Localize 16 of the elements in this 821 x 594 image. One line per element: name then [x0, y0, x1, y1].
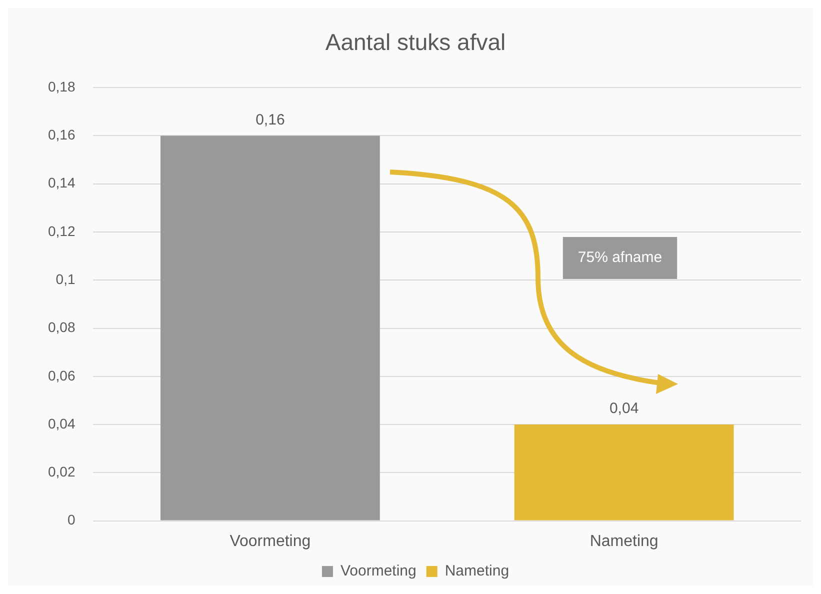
data-label: 0,04 [609, 400, 639, 418]
y-tick-label: 0,12 [48, 222, 76, 239]
annotation: 75% afname [578, 249, 662, 266]
y-tick-label: 0,04 [48, 415, 76, 432]
chart-title: Aantal stuks afval [325, 29, 506, 56]
y-tick-label: 0,14 [48, 174, 76, 191]
y-tick-label: 0,1 [56, 270, 76, 287]
y-tick-label: 0 [67, 512, 76, 528]
data-label: 0,16 [256, 111, 285, 128]
y-tick-label: 0,16 [48, 126, 76, 143]
y-tick-label: 0,18 [48, 78, 76, 94]
legend-label: Nameting [444, 562, 510, 580]
y-tick-label: 0,08 [48, 319, 76, 336]
y-tick-label: 0,02 [48, 464, 76, 480]
legend-label: Voormeting [340, 562, 416, 580]
y-tick-label: 0,06 [48, 367, 76, 384]
